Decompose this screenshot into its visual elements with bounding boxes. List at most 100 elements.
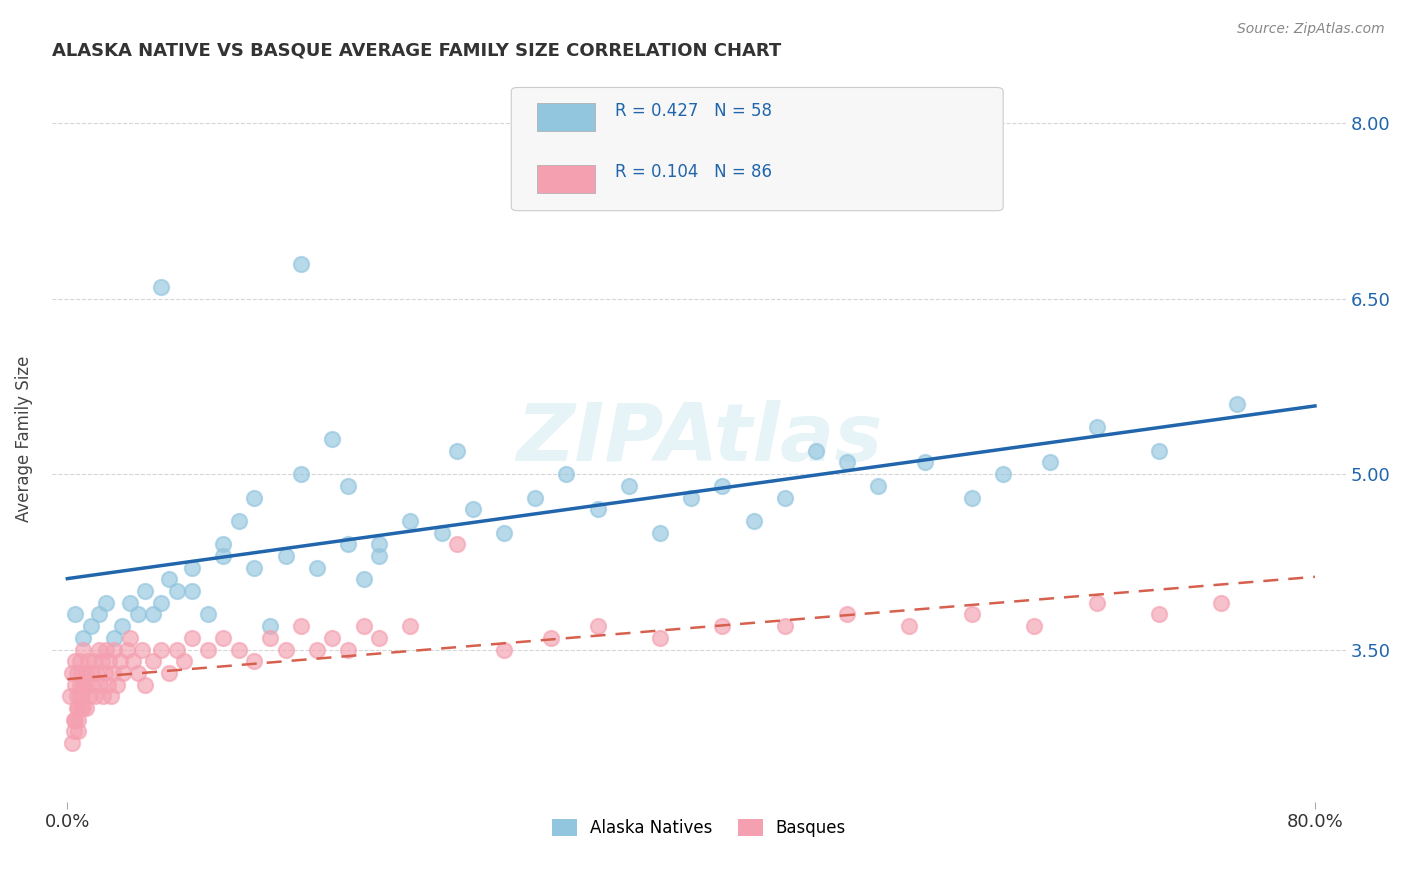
Text: Source: ZipAtlas.com: Source: ZipAtlas.com xyxy=(1237,22,1385,37)
Point xyxy=(69,690,91,704)
Point xyxy=(353,619,375,633)
Point xyxy=(399,619,422,633)
Point xyxy=(742,514,765,528)
Point xyxy=(62,724,84,739)
Point xyxy=(101,665,124,680)
Point xyxy=(773,491,796,505)
Point xyxy=(69,654,91,668)
Point xyxy=(76,654,98,668)
Point xyxy=(274,549,297,563)
Point xyxy=(96,642,118,657)
Point xyxy=(173,654,195,668)
Point xyxy=(804,443,827,458)
Point xyxy=(212,537,235,551)
Point xyxy=(75,701,97,715)
Point xyxy=(368,631,391,645)
Point xyxy=(259,631,281,645)
Point xyxy=(121,654,143,668)
Point xyxy=(72,642,94,657)
FancyBboxPatch shape xyxy=(512,87,1002,211)
Point xyxy=(259,619,281,633)
Point xyxy=(337,537,360,551)
Point xyxy=(131,642,153,657)
Point xyxy=(60,665,83,680)
Point xyxy=(103,642,125,657)
Point xyxy=(82,678,104,692)
Point xyxy=(290,257,312,271)
Point xyxy=(69,678,91,692)
Point xyxy=(111,619,134,633)
Point xyxy=(134,678,156,692)
Point xyxy=(142,607,165,622)
Point xyxy=(711,479,734,493)
Point xyxy=(83,654,105,668)
Point xyxy=(835,607,858,622)
Point xyxy=(337,479,360,493)
Point xyxy=(73,678,96,692)
Point xyxy=(72,631,94,645)
Point xyxy=(118,631,141,645)
Point xyxy=(1147,607,1170,622)
Point xyxy=(524,491,547,505)
Point xyxy=(368,537,391,551)
Point xyxy=(63,678,86,692)
Point xyxy=(87,642,110,657)
Point xyxy=(181,560,204,574)
Point xyxy=(63,713,86,727)
Point xyxy=(67,713,90,727)
Point xyxy=(368,549,391,563)
Point xyxy=(100,690,122,704)
Point xyxy=(1211,596,1233,610)
Point xyxy=(586,502,609,516)
Point xyxy=(898,619,921,633)
Point xyxy=(197,642,219,657)
Point xyxy=(290,467,312,482)
Point xyxy=(492,525,515,540)
Point xyxy=(228,642,250,657)
Point xyxy=(59,690,82,704)
Point xyxy=(70,665,93,680)
Point xyxy=(103,631,125,645)
Point xyxy=(305,642,328,657)
Point xyxy=(337,642,360,657)
Text: ZIPAtlas: ZIPAtlas xyxy=(516,401,882,478)
Point xyxy=(197,607,219,622)
Point xyxy=(914,455,936,469)
Point xyxy=(181,584,204,599)
Text: ALASKA NATIVE VS BASQUE AVERAGE FAMILY SIZE CORRELATION CHART: ALASKA NATIVE VS BASQUE AVERAGE FAMILY S… xyxy=(52,42,780,60)
Point xyxy=(66,690,89,704)
Point xyxy=(66,665,89,680)
Point xyxy=(228,514,250,528)
Point xyxy=(1085,596,1108,610)
Point xyxy=(960,607,983,622)
Point xyxy=(149,642,172,657)
Point xyxy=(243,654,266,668)
Point xyxy=(1226,397,1249,411)
Point xyxy=(492,642,515,657)
Point xyxy=(991,467,1014,482)
Point xyxy=(711,619,734,633)
Point xyxy=(66,701,89,715)
Point xyxy=(60,736,83,750)
Point xyxy=(97,678,120,692)
Point xyxy=(773,619,796,633)
Point xyxy=(648,525,671,540)
Point xyxy=(648,631,671,645)
Point xyxy=(127,665,149,680)
Point xyxy=(274,642,297,657)
Point xyxy=(142,654,165,668)
Point xyxy=(540,631,562,645)
Point xyxy=(446,443,468,458)
Point xyxy=(461,502,484,516)
Text: R = 0.104   N = 86: R = 0.104 N = 86 xyxy=(614,163,772,181)
Point xyxy=(243,491,266,505)
Point xyxy=(617,479,640,493)
Point xyxy=(75,665,97,680)
Bar xyxy=(537,165,595,193)
Point xyxy=(70,690,93,704)
Point xyxy=(84,690,107,704)
Y-axis label: Average Family Size: Average Family Size xyxy=(15,356,32,523)
Point xyxy=(321,631,343,645)
Point xyxy=(1024,619,1046,633)
Point xyxy=(72,701,94,715)
